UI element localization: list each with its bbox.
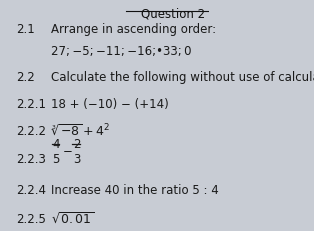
Text: $\sqrt[3]{-8} + 4^2$: $\sqrt[3]{-8} + 4^2$ <box>51 123 111 138</box>
Text: 2.2.3: 2.2.3 <box>16 152 46 165</box>
Text: Increase 40 in the ratio 5 : 4: Increase 40 in the ratio 5 : 4 <box>51 184 219 197</box>
Text: 2.2.1: 2.2.1 <box>16 98 46 111</box>
Text: 3: 3 <box>73 152 80 165</box>
Text: 5: 5 <box>52 152 60 165</box>
Text: 2.2.5: 2.2.5 <box>16 212 46 225</box>
Text: −: − <box>63 144 73 157</box>
Text: $\sqrt{0{.}01}$: $\sqrt{0{.}01}$ <box>51 211 95 226</box>
Text: 18 + (−10) − (+14): 18 + (−10) − (+14) <box>51 98 169 111</box>
Text: 2.2.2: 2.2.2 <box>16 125 46 138</box>
Text: Arrange in ascending order:: Arrange in ascending order: <box>51 23 216 36</box>
Text: 27; −5; −11; −16;•33; 0: 27; −5; −11; −16;•33; 0 <box>51 44 192 57</box>
Text: 2: 2 <box>73 137 81 150</box>
Text: 2.2.4: 2.2.4 <box>16 184 46 197</box>
Text: 2.2: 2.2 <box>16 70 35 83</box>
Text: 2.1: 2.1 <box>16 23 35 36</box>
Text: 4: 4 <box>52 137 60 150</box>
Text: Question 2: Question 2 <box>141 7 205 20</box>
Text: Calculate the following without use of calculator.: Calculate the following without use of c… <box>51 70 314 83</box>
